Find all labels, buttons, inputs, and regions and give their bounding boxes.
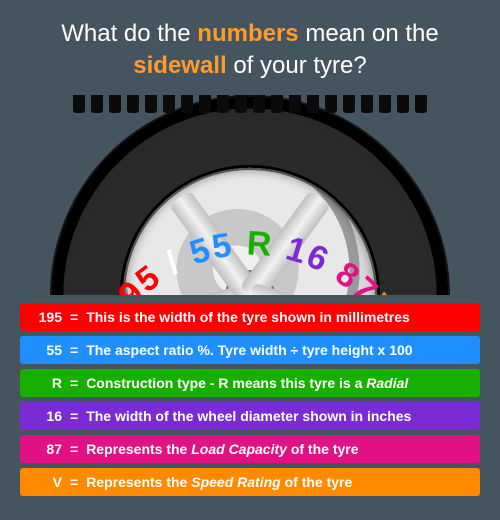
tyre: 195 / 55 R 16 87V: [50, 95, 450, 295]
legend-eq: =: [70, 408, 78, 424]
legend-code: R: [32, 375, 62, 391]
legend-row-55: 55 = The aspect ratio %. Tyre width ÷ ty…: [20, 336, 480, 364]
legend-code: 16: [32, 408, 62, 424]
legend-desc: Represents the Load Capacity of the tyre: [86, 441, 358, 457]
title-mid: mean on the: [299, 20, 439, 47]
legend-eq: =: [70, 309, 78, 325]
title-highlight-numbers: numbers: [197, 20, 298, 47]
legend-row-V: V = Represents the Speed Rating of the t…: [20, 468, 480, 496]
legend-eq: =: [70, 441, 78, 457]
legend-code: 195: [32, 309, 62, 325]
legend: 195 = This is the width of the tyre show…: [20, 303, 480, 496]
title-leading: What do the: [61, 20, 197, 47]
legend-desc: Represents the Speed Rating of the tyre: [86, 474, 352, 490]
legend-eq: =: [70, 474, 78, 490]
legend-row-R: R = Construction type - R means this tyr…: [20, 369, 480, 397]
legend-desc: The width of the wheel diameter shown in…: [86, 408, 411, 424]
legend-row-195: 195 = This is the width of the tyre show…: [20, 303, 480, 331]
title-trailing: of your tyre?: [227, 52, 367, 79]
legend-desc: This is the width of the tyre shown in m…: [86, 309, 410, 325]
legend-code: V: [32, 474, 62, 490]
legend-desc: The aspect ratio %. Tyre width ÷ tyre he…: [86, 342, 412, 358]
legend-code: 55: [32, 342, 62, 358]
legend-eq: =: [70, 375, 78, 391]
tyre-tread: [40, 95, 460, 121]
legend-eq: =: [70, 342, 78, 358]
legend-row-87: 87 = Represents the Load Capacity of the…: [20, 435, 480, 463]
title-highlight-sidewall: sidewall: [133, 52, 226, 79]
tyre-illustration: 195 / 55 R 16 87V: [40, 95, 460, 295]
legend-desc: Construction type - R means this tyre is…: [86, 375, 408, 391]
legend-code: 87: [32, 441, 62, 457]
rim-spoke: [239, 190, 331, 295]
page-title: What do the numbers mean on the sidewall…: [0, 0, 500, 83]
legend-row-16: 16 = The width of the wheel diameter sho…: [20, 402, 480, 430]
